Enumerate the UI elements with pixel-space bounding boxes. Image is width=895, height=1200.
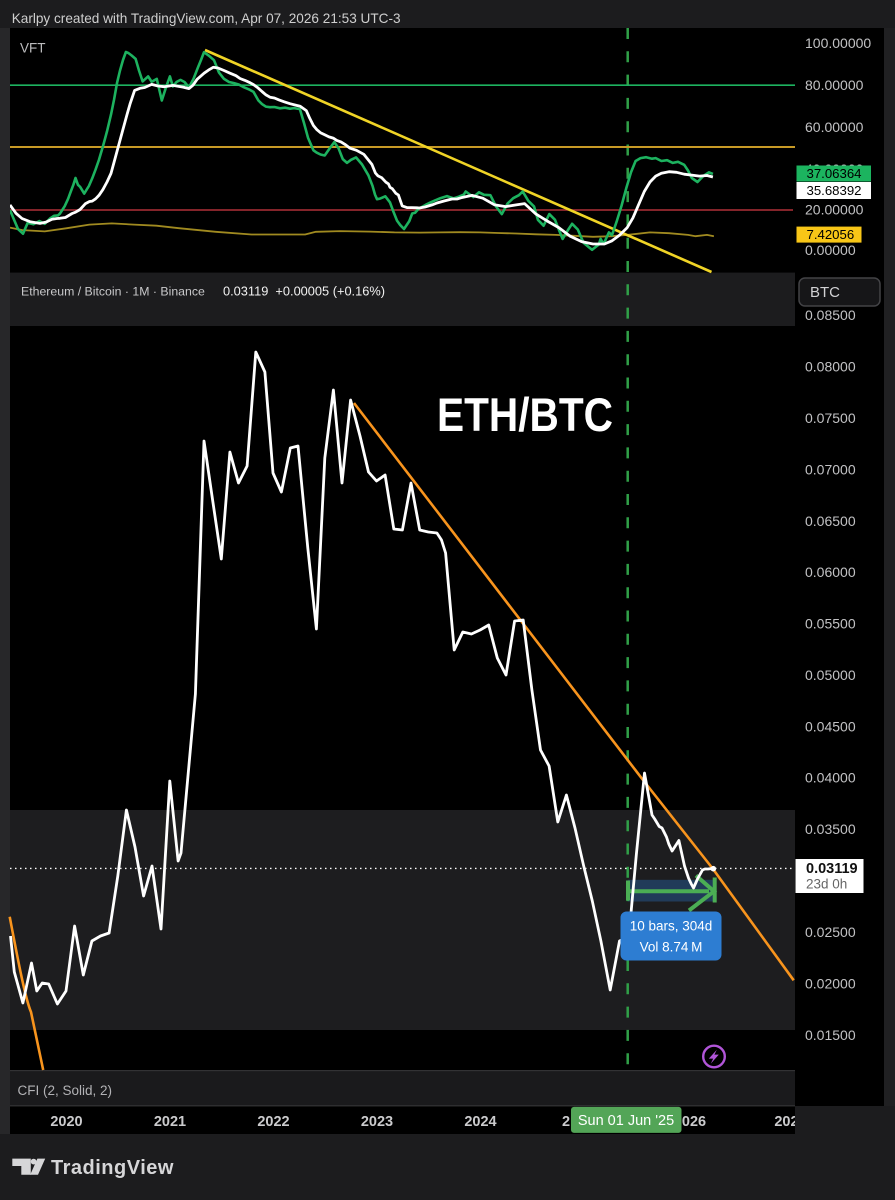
svg-text:0.01500: 0.01500 — [805, 1027, 856, 1043]
svg-text:2024: 2024 — [464, 1114, 496, 1130]
svg-text:20.00000: 20.00000 — [805, 202, 864, 218]
svg-text:100.00000: 100.00000 — [805, 35, 871, 51]
svg-text:2020: 2020 — [50, 1114, 82, 1130]
svg-text:23d 0h: 23d 0h — [806, 877, 847, 892]
svg-text:0.07000: 0.07000 — [805, 462, 856, 478]
svg-text:0.03119 +0.00005 (+0.16%): 0.03119 +0.00005 (+0.16%) — [223, 284, 385, 299]
svg-text:2022: 2022 — [257, 1114, 289, 1130]
svg-text:0.02500: 0.02500 — [805, 924, 856, 940]
svg-text:10 bars, 304d: 10 bars, 304d — [630, 919, 713, 934]
svg-text:0.08500: 0.08500 — [805, 307, 856, 323]
svg-text:0.00000: 0.00000 — [805, 242, 856, 258]
svg-text:0.06000: 0.06000 — [805, 564, 856, 580]
svg-text:0.06500: 0.06500 — [805, 513, 856, 529]
svg-text:0.07500: 0.07500 — [805, 410, 856, 426]
svg-text:Karlpy created with TradingVie: Karlpy created with TradingView.com, Apr… — [12, 11, 401, 26]
svg-text:Sun 01 Jun '25: Sun 01 Jun '25 — [578, 1113, 674, 1129]
svg-text:35.68392: 35.68392 — [807, 183, 862, 198]
svg-text:0.05000: 0.05000 — [805, 667, 856, 683]
svg-text:0.04000: 0.04000 — [805, 770, 856, 786]
svg-text:2021: 2021 — [154, 1114, 186, 1130]
svg-text:0.03500: 0.03500 — [805, 821, 856, 837]
svg-text:BTC: BTC — [810, 284, 840, 301]
svg-text:0.05500: 0.05500 — [805, 616, 856, 632]
svg-text:0.02000: 0.02000 — [805, 976, 856, 992]
svg-text:0.04500: 0.04500 — [805, 719, 856, 735]
svg-text:37.06364: 37.06364 — [807, 166, 862, 181]
svg-text:0.03119: 0.03119 — [806, 861, 858, 877]
svg-text:2: 2 — [562, 1114, 570, 1130]
svg-text:ETH/BTC: ETH/BTC — [437, 388, 613, 441]
svg-text:2026: 2026 — [674, 1114, 706, 1130]
svg-text:TradingView: TradingView — [51, 1157, 174, 1179]
svg-text:VFT: VFT — [20, 40, 46, 55]
svg-text:60.00000: 60.00000 — [805, 119, 864, 135]
svg-text:Ethereum / Bitcoin · 1M · Bina: Ethereum / Bitcoin · 1M · Binance — [21, 285, 205, 299]
svg-text:0.08000: 0.08000 — [805, 359, 856, 375]
svg-text:Vol 8.74 M: Vol 8.74 M — [640, 940, 703, 955]
svg-text:CFI (2, Solid, 2): CFI (2, Solid, 2) — [18, 1083, 113, 1098]
svg-text:7.42056: 7.42056 — [807, 227, 855, 242]
svg-text:2023: 2023 — [361, 1114, 393, 1130]
svg-text:80.00000: 80.00000 — [805, 77, 864, 93]
